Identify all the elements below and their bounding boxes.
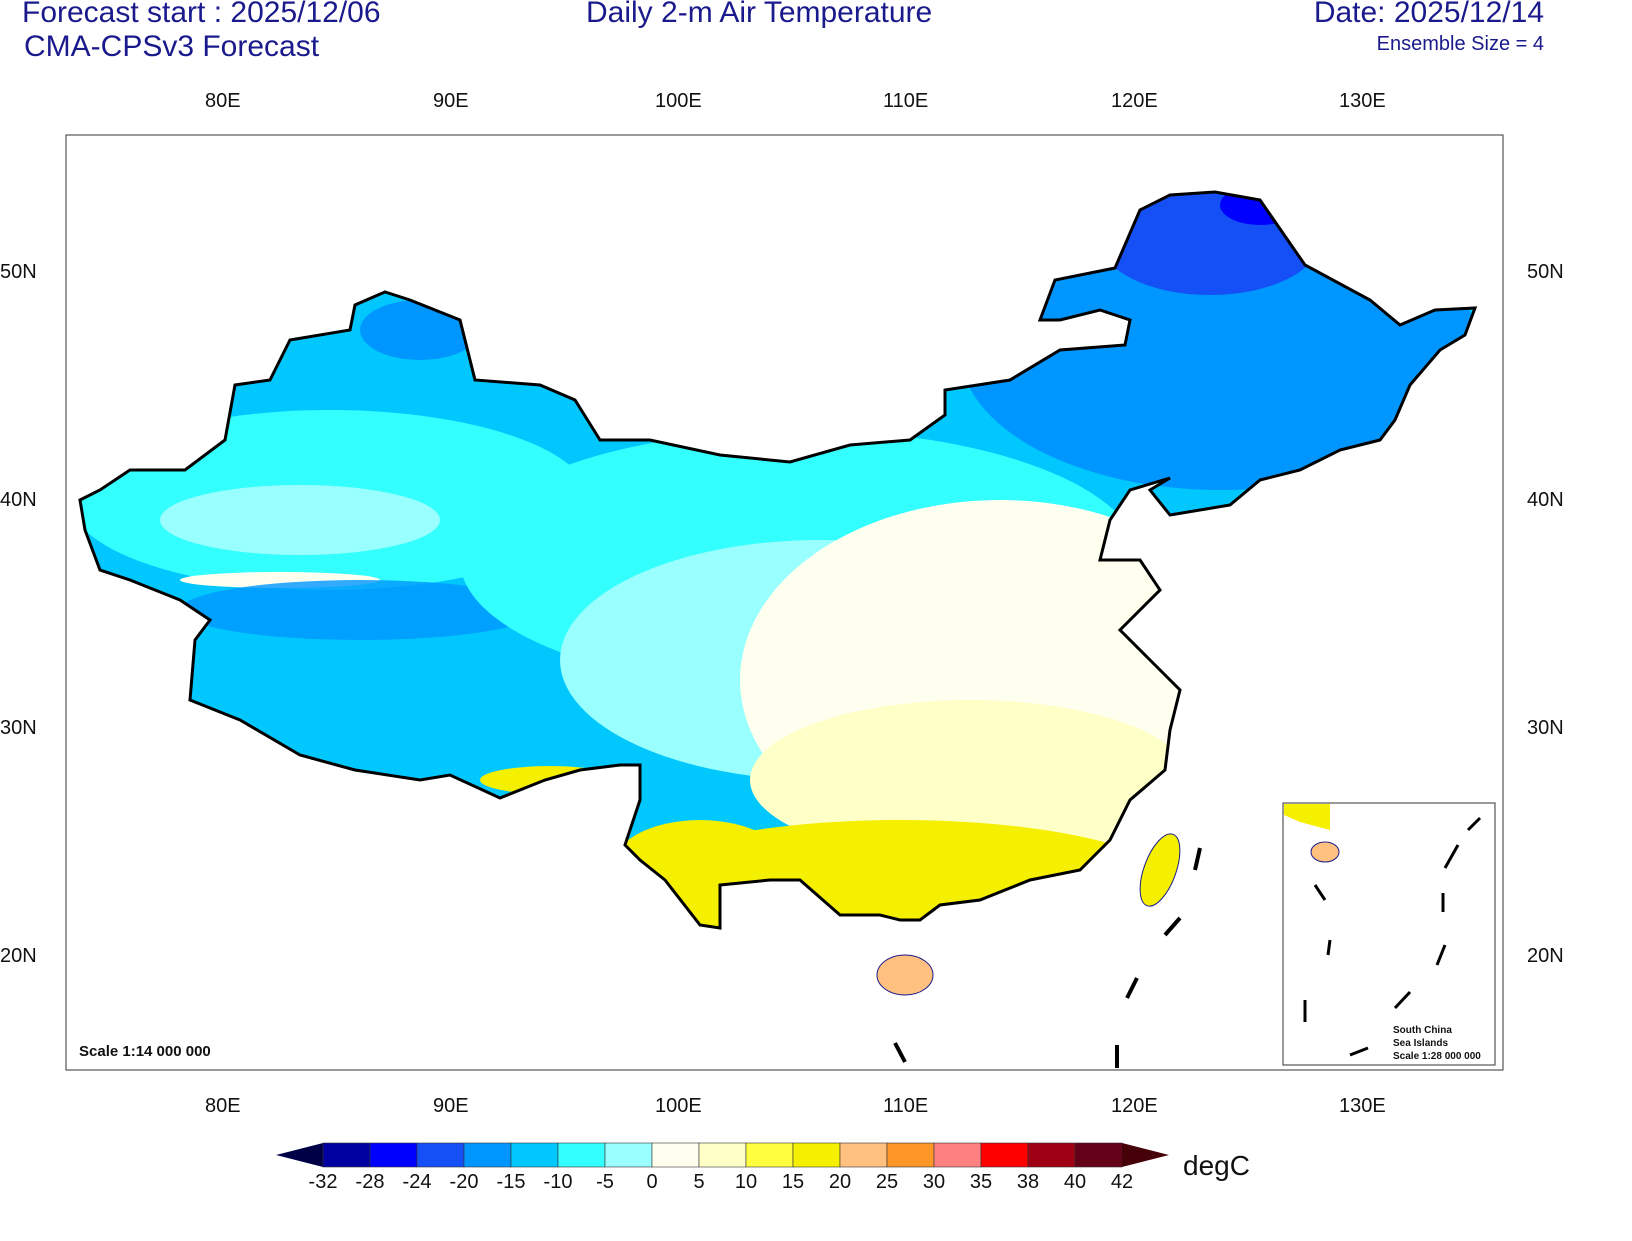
lat-label-right: 30N [1527, 717, 1564, 739]
colorbar-level-label: 35 [969, 1171, 993, 1193]
lat-label-right: 20N [1527, 945, 1564, 967]
lat-label-left: 30N [0, 717, 37, 739]
hainan-island [876, 954, 934, 996]
inset-title: South China [1393, 1025, 1452, 1036]
colorbar-unit: degC [1183, 1150, 1250, 1181]
colorbar-level-label: 42 [1110, 1171, 1134, 1193]
taiwan-island [1139, 833, 1181, 907]
valid-date: Date: 2025/12/14 [1313, 0, 1544, 29]
inset-title-2: Sea Islands [1393, 1038, 1449, 1049]
colorbar-level-label: -28 [355, 1171, 385, 1193]
colorbar-level-label: -20 [449, 1171, 479, 1193]
colorbar-level-label: -15 [496, 1171, 526, 1193]
lon-label-bottom: 90E [433, 1095, 469, 1117]
lat-label-left: 20N [0, 945, 37, 967]
lon-label-bottom: 120E [1111, 1095, 1158, 1117]
colorbar-level-label: 0 [646, 1171, 658, 1193]
lon-label-bottom: 100E [655, 1095, 702, 1117]
colorbar-level-label: 30 [922, 1171, 946, 1193]
lon-label-top: 110E [883, 90, 929, 112]
lon-label-top: 80E [205, 90, 241, 112]
colorbar-level-label: -32 [308, 1171, 338, 1193]
chart-title: Daily 2-m Air Temperature [586, 0, 933, 29]
lon-label-top: 100E [655, 90, 702, 112]
colorbar-level-label: 10 [734, 1171, 758, 1193]
lat-label-right: 50N [1527, 261, 1564, 283]
colorbar-level-label: 15 [781, 1171, 805, 1193]
colorbar-level-label: -5 [596, 1171, 614, 1193]
map-scale: Scale 1:14 000 000 [79, 1043, 211, 1060]
lon-label-bottom: 110E [883, 1095, 929, 1117]
forecast-start: Forecast start : 2025/12/06 [22, 0, 381, 29]
colorbar-level-label: -10 [543, 1171, 573, 1193]
inset-scale: Scale 1:28 000 000 [1393, 1051, 1481, 1062]
model-name: CMA-CPSv3 Forecast [24, 30, 320, 63]
lon-label-top: 130E [1339, 90, 1386, 112]
lon-label-top: 90E [433, 90, 469, 112]
colorbar-level-label: 40 [1063, 1171, 1087, 1193]
nine-dash-line [893, 847, 1202, 1068]
lat-label-right: 40N [1527, 489, 1564, 511]
lat-label-left: 40N [0, 489, 37, 511]
colorbar-level-label: 20 [828, 1171, 852, 1193]
colorbar-level-label: 25 [875, 1171, 899, 1193]
colorbar-level-label: -24 [402, 1171, 432, 1193]
inset-map [1282, 802, 1496, 1066]
colorbar-level-label: 38 [1016, 1171, 1040, 1193]
lon-label-bottom: 130E [1339, 1095, 1386, 1117]
lat-label-left: 50N [0, 261, 37, 283]
ensemble-size: Ensemble Size = 4 [1376, 33, 1544, 55]
lon-label-top: 120E [1111, 90, 1158, 112]
lon-label-bottom: 80E [205, 1095, 241, 1117]
colorbar-level-label: 5 [693, 1171, 705, 1193]
